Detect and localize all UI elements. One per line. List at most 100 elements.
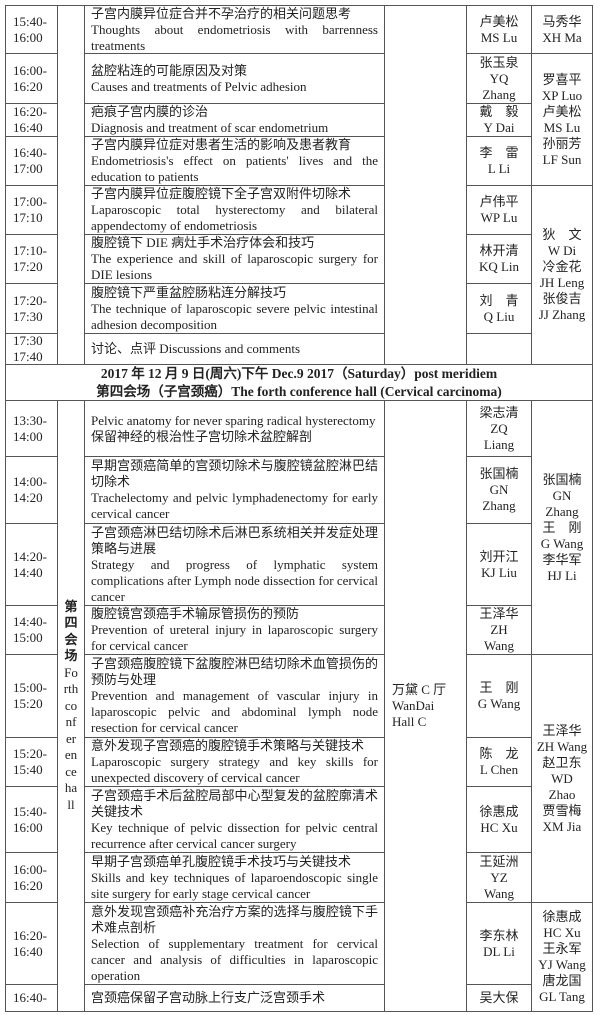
time-cell: 14:00-14:20 (5, 456, 58, 524)
moderator-name: YJ Wang (538, 957, 586, 972)
topic-chinese: 疤痕子宫内膜的诊治 (91, 104, 209, 119)
topic-chinese: 保留神经的根治性子宫切除术盆腔解剖 (91, 428, 313, 444)
topic-cell: 早期子宫颈癌单孔腹腔镜手术技巧与关键技术 Skills and key techn… (84, 852, 385, 903)
section-header: 2017 年 12 月 9 日(周六)下午 Dec.9 2017（Saturda… (5, 364, 593, 401)
topic-cell: 宫颈癌保留子宫动脉上行支广泛宫颈手术 (84, 984, 385, 1012)
topic-chinese: 讨论、点评 Discussions and comments (91, 341, 301, 356)
speaker-name: Y Dai (483, 120, 515, 135)
topic-cell: 子宫颈癌手术后盆腔局部中心型复发的盆腔廓清术关键技术 Key technique … (84, 786, 385, 853)
venue-name: 万黛 C 厅 (392, 682, 447, 697)
time-cell: 16:00-16:20 (5, 53, 58, 104)
speaker-name: YQ (489, 70, 509, 86)
time-slot: 15:40-16:00 (13, 13, 47, 45)
speaker-cell: 吴大保 (466, 984, 532, 1012)
speaker-name: 李东林 (479, 927, 519, 943)
moderator-name: 贾雪梅 (542, 802, 582, 818)
speaker-name: GN (489, 482, 509, 497)
topic-chinese: 腹腔镜下严重盆腔肠粘连分解技巧 (91, 284, 287, 300)
topic-chinese: 腹腔镜宫颈癌手术输尿管损伤的预防 (91, 606, 300, 621)
time-cell: 17:30 17:40 (5, 333, 58, 365)
topic-cell: 盆腔粘连的可能原因及对策 Causes and treatments of Pel… (84, 53, 385, 104)
time-cell: 14:20-14:40 (5, 523, 58, 606)
time-slot: 17:20-17:30 (13, 292, 47, 324)
topic-chinese: 腹腔镜下 DIE 病灶手术治疗体会和技巧 (91, 235, 315, 250)
moderator-name: 赵卫东 (542, 754, 582, 770)
topic-cell: 子宫内膜异位症合并不孕治疗的相关问题思考 Thoughts about endom… (84, 5, 385, 54)
speaker-name: 张国楠 (479, 466, 519, 481)
moderator-name: JJ Zhang (538, 307, 586, 322)
time-cell: 17:10-17:20 (5, 234, 58, 284)
topic-english: Pelvic anatomy for never sparing radical… (91, 412, 376, 428)
speaker-name: G Wang (477, 696, 521, 711)
speaker-cell: 徐惠成 HC Xu (466, 786, 532, 853)
moderator-name: W Di (547, 243, 577, 258)
speaker-name: 刘开江 (479, 548, 519, 564)
moderator-name: 罗喜平 (542, 71, 582, 87)
speaker-name: 林开清 (479, 243, 519, 258)
topic-chinese: 早期子宫颈癌单孔腹腔镜手术技巧与关键技术 (91, 853, 352, 869)
topic-chinese: 子宫颈癌淋巴结切除术后淋巴系统相关并发症处理策略与进展 (91, 524, 378, 556)
topic-chinese: 意外发现子宫颈癌的腹腔镜手术策略与关键技术 (91, 738, 365, 753)
topic-english: Prevention of ureteral injury in laparos… (91, 622, 378, 653)
speaker-name: YZ (490, 869, 508, 885)
time-cell: 16:40-17:00 (5, 136, 58, 186)
speaker-name: 王泽华 (479, 606, 519, 621)
moderator-name: WD (551, 770, 573, 786)
speaker-name: Zhang (482, 498, 516, 513)
moderator-name: GL Tang (539, 989, 585, 1004)
time-slot: 17:30 17:40 (13, 333, 43, 364)
speaker-name: Liang (483, 436, 515, 452)
topic-cell: 腹腔镜宫颈癌手术输尿管损伤的预防 Prevention of ureteral i… (84, 605, 385, 655)
time-slot: 15:20-15:40 (13, 746, 47, 777)
speaker-name: Wang (484, 638, 514, 653)
time-cell: 17:00-17:10 (5, 185, 58, 235)
moderator-name: 唐龙国 (542, 973, 582, 988)
speaker-name: HC Xu (480, 819, 518, 835)
time-cell: 15:00-15:20 (5, 654, 58, 738)
time-cell: 16:00-16:20 (5, 852, 58, 903)
speaker-name: 张玉泉 (479, 54, 519, 70)
speaker-name: 徐惠成 (479, 803, 519, 819)
speaker-name: 王延洲 (479, 853, 519, 869)
session-cell (57, 5, 85, 365)
speaker-name: KQ Lin (478, 259, 520, 274)
topic-cell: 意外发现宫颈癌补充治疗方案的选择与腹腔镜下手术难点剖析 Selection of … (84, 902, 385, 985)
moderator-name: 王永军 (542, 941, 582, 956)
speaker-name: KJ Liu (481, 564, 517, 580)
speaker-name: Zhang (482, 86, 516, 102)
topic-english: Thoughts about endometriosis with barren… (91, 21, 378, 53)
topic-cell: 子宫颈癌淋巴结切除术后淋巴系统相关并发症处理策略与进展 Strategy and … (84, 523, 385, 606)
topic-english: Diagnosis and treatment of scar endometr… (91, 120, 329, 135)
speaker-cell: 卢伟平 WP Lu (466, 185, 532, 235)
topic-cell: 腹腔镜下 DIE 病灶手术治疗体会和技巧 The experience and s… (84, 234, 385, 284)
time-cell: 16:20-16:40 (5, 103, 58, 137)
time-slot: 16:40- (13, 990, 47, 1005)
topic-cell: 意外发现子宫颈癌的腹腔镜手术策略与关键技术 Laparoscopic surger… (84, 737, 385, 787)
topic-english: Laparoscopic total hysterectomy and bila… (91, 202, 378, 233)
moderator-name: XP Luo (541, 87, 583, 103)
time-cell: 17:20-17:30 (5, 283, 58, 334)
moderator-name: 王 刚 (542, 519, 582, 535)
topic-chinese: 意外发现宫颈癌补充治疗方案的选择与腹腔镜下手术难点剖析 (91, 903, 378, 935)
topic-cell: 讨论、点评 Discussions and comments (84, 333, 385, 365)
time-cell: 16:20-16:40 (5, 902, 58, 985)
moderator-name: 狄 文 (542, 227, 582, 242)
topic-english: Key technique of pelvic dissection for p… (91, 819, 378, 851)
speaker-name: 卢美松 (479, 13, 519, 29)
time-slot: 17:00-17:10 (13, 194, 47, 225)
session-name-english: Forthconferencehall (63, 664, 79, 812)
speaker-name: L Chen (479, 762, 519, 777)
time-slot: 14:20-14:40 (13, 548, 47, 580)
topic-chinese: 子宫颈癌手术后盆腔局部中心型复发的盆腔廓清术关键技术 (91, 787, 378, 819)
speaker-cell: 李东林 DL Li (466, 902, 532, 985)
moderator-name: XM Jia (542, 818, 582, 834)
speaker-name: L Li (487, 161, 511, 176)
moderator-name: MS Lu (543, 119, 581, 135)
moderator-name: G Wang (540, 535, 584, 551)
topic-english: The technique of laparoscopic severe pel… (91, 300, 378, 332)
topic-cell: Pelvic anatomy for never sparing radical… (84, 400, 385, 457)
speaker-cell (466, 333, 532, 365)
